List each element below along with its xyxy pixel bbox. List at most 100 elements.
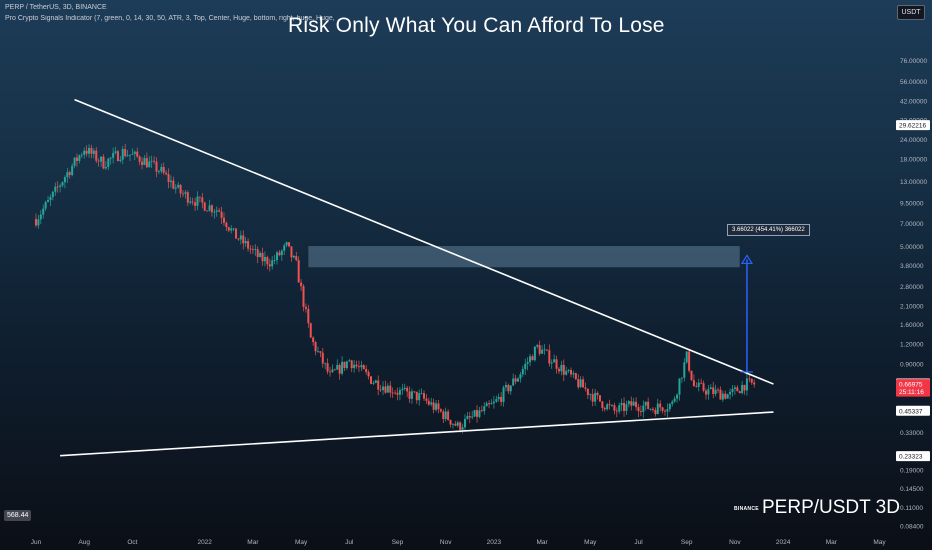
candle-body: [138, 156, 141, 162]
price-label: 29.62216: [899, 123, 926, 130]
candle-body: [365, 369, 368, 373]
price-tick-label: 0.11000: [900, 505, 923, 512]
indicator-legend[interactable]: Pro Crypto Signals Indicator (7, green, …: [5, 15, 335, 22]
time-tick-label: Mar: [247, 539, 259, 546]
candle-body: [401, 388, 404, 391]
candle-body: [637, 407, 640, 412]
price-tick-label: 18.00000: [900, 157, 927, 164]
time-tick-label: Jul: [345, 539, 354, 546]
time-axis[interactable]: Jun Aug Oct 2022 Mar May Jul Sep Nov 2023 Mar May Ju…: [31, 539, 887, 546]
candle-body: [102, 156, 105, 169]
candle-body: [644, 401, 647, 406]
candle-body: [367, 372, 370, 377]
candle-body: [379, 389, 382, 391]
candle-body: [623, 402, 626, 411]
price-tick-label: 0.33000: [900, 430, 924, 437]
candle-body: [437, 403, 440, 410]
symbol-legend[interactable]: PERP / TetherUS, 3D, BINANCE: [5, 4, 107, 11]
candle-body: [748, 378, 751, 380]
candle-body: [124, 149, 127, 157]
candle-body: [97, 160, 100, 162]
candle-body: [557, 368, 560, 372]
candles: [35, 143, 756, 434]
price-tick-label: 0.14500: [900, 486, 924, 493]
candle-body: [632, 401, 635, 406]
time-tick-label: Jun: [31, 539, 42, 546]
price-tick-label: 1.20000: [900, 342, 924, 349]
time-tick-label: Nov: [729, 539, 741, 546]
candle-body: [324, 363, 327, 365]
lower-trendline[interactable]: [60, 411, 774, 457]
candle-body: [692, 380, 695, 387]
candle-body: [678, 378, 681, 395]
candle-body: [745, 378, 748, 391]
target-zone[interactable]: [308, 246, 740, 268]
time-tick-label: 2024: [776, 539, 791, 546]
quote-currency-button[interactable]: USDT: [897, 5, 925, 20]
candle-body: [316, 351, 319, 353]
candle-body: [382, 386, 385, 391]
price-tick-label: 0.19000: [900, 468, 924, 475]
candle-body: [191, 201, 194, 203]
candle-body: [439, 409, 442, 412]
chart-title: Risk Only What You Can Afford To Lose: [288, 14, 665, 37]
candle-body: [372, 382, 375, 384]
candle-body: [362, 365, 365, 370]
candle-body: [454, 423, 457, 426]
price-label-box: [896, 386, 930, 397]
candle-body: [430, 402, 433, 405]
candle-body: [121, 149, 124, 160]
candle-body: [100, 156, 103, 162]
candle-body: [304, 306, 307, 309]
candle-body: [143, 158, 146, 165]
candle-body: [435, 403, 438, 410]
price-axis[interactable]: 76.0000056.0000042.0000032.0000024.00000…: [896, 58, 930, 530]
candle-body: [586, 388, 589, 396]
candle-body: [449, 419, 452, 425]
counter-badge: 568.44: [4, 510, 32, 521]
candle-body: [172, 180, 175, 189]
candle-body: [329, 371, 332, 373]
candle-body: [116, 151, 119, 162]
candle-body: [719, 389, 722, 400]
candle-body: [338, 364, 341, 374]
candle-body: [189, 201, 192, 203]
candle-body: [598, 395, 601, 402]
candle-body: [201, 197, 204, 203]
candle-body: [685, 351, 688, 363]
candle-body: [668, 403, 671, 410]
candle-body: [355, 364, 358, 367]
candle-body: [39, 214, 42, 220]
candle-body: [54, 186, 57, 192]
price-label: 0.45337: [899, 408, 923, 415]
candle-body: [59, 185, 62, 187]
candle-body: [565, 371, 568, 375]
candle-body: [292, 256, 295, 258]
time-tick-label: May: [873, 539, 886, 546]
candle-body: [247, 241, 250, 249]
candle-body: [220, 211, 223, 218]
candle-body: [280, 250, 283, 256]
candle-body: [377, 380, 380, 390]
candle-body: [615, 410, 618, 412]
candle-body: [37, 219, 40, 226]
upper-trendline[interactable]: [74, 98, 774, 385]
candle-body: [80, 154, 83, 156]
candle-body: [478, 410, 481, 417]
measure-arrow[interactable]: [740, 254, 754, 373]
candle-body: [536, 345, 539, 347]
candle-body: [733, 387, 736, 390]
candle-body: [589, 394, 592, 396]
candle-body: [463, 418, 466, 428]
candle-body: [488, 403, 491, 405]
candle-body: [427, 400, 430, 405]
candle-body: [225, 222, 228, 228]
candle-body: [319, 351, 322, 353]
candle-body: [647, 401, 650, 409]
candle-body: [314, 342, 317, 352]
candle-body: [584, 387, 587, 389]
candle-body: [104, 167, 107, 169]
time-tick-label: Nov: [440, 539, 452, 546]
candle-body: [517, 378, 519, 382]
